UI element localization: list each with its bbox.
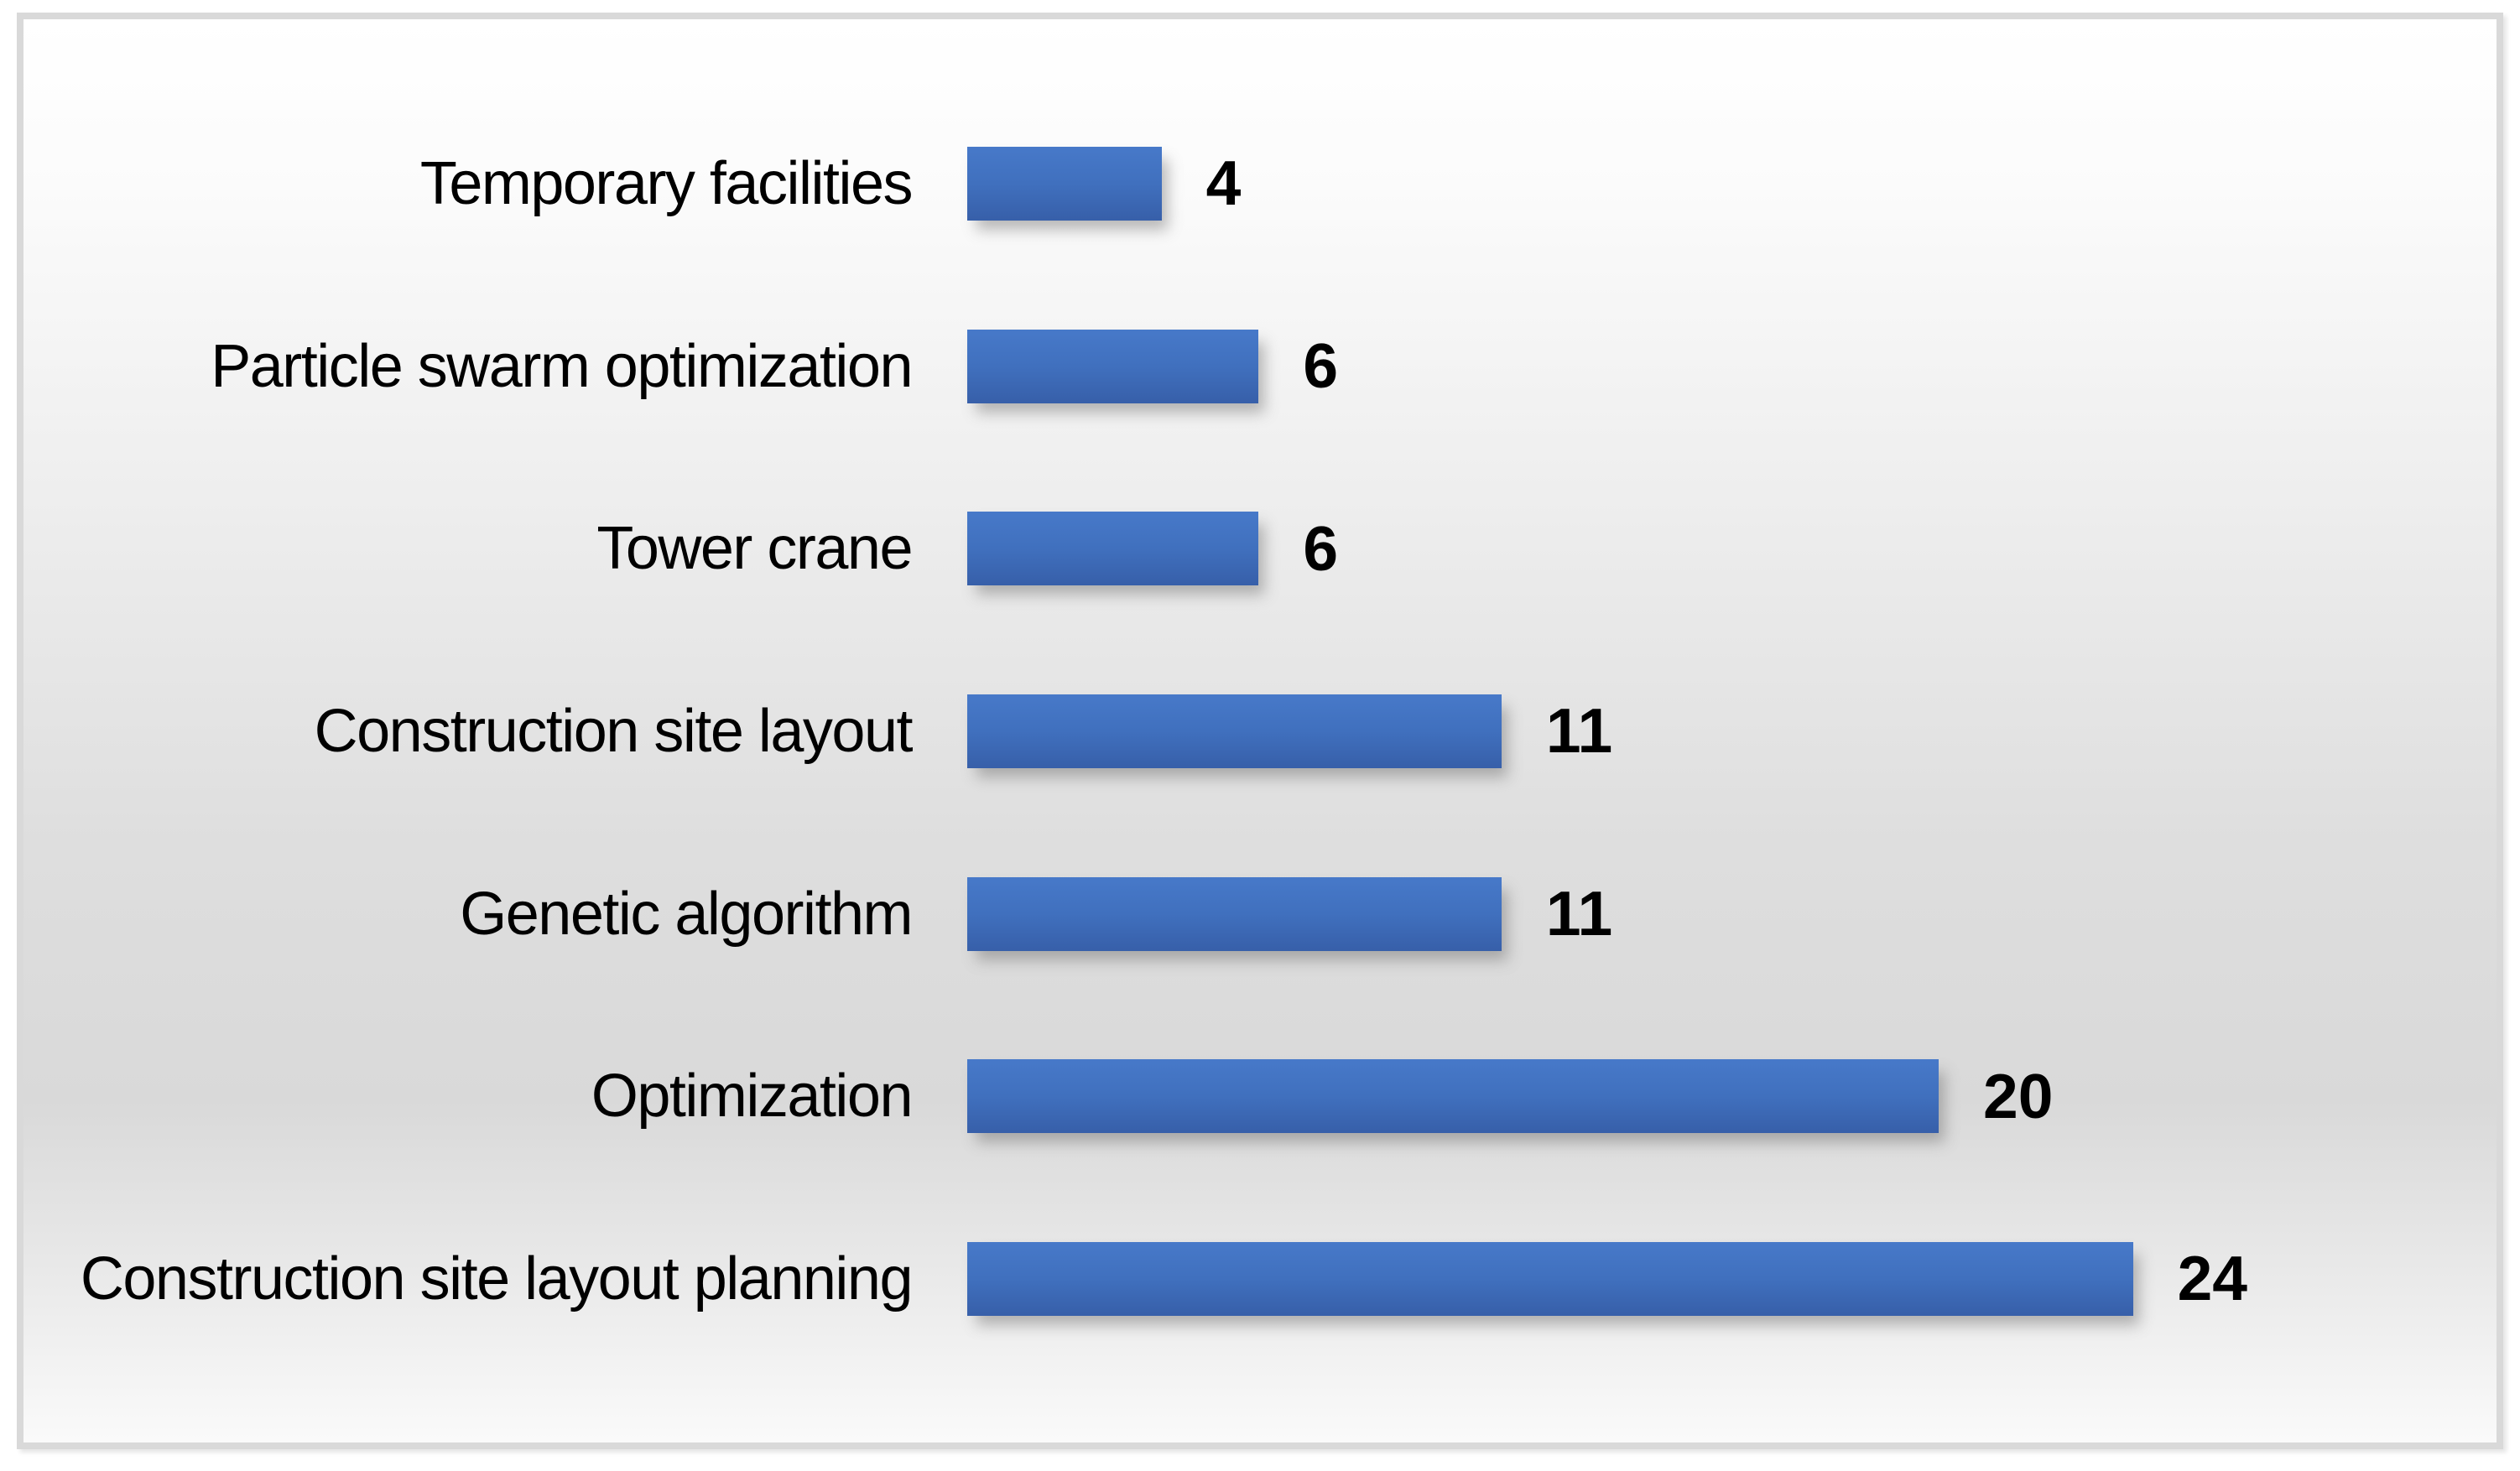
chart-row: Genetic algorithm 11 [23, 823, 2497, 1006]
category-label: Construction site layout [314, 697, 914, 765]
bar [967, 512, 1259, 586]
category-label: Particle swarm optimization [211, 332, 913, 400]
category-label: Temporary facilities [419, 149, 914, 217]
bar-chart-rows: Temporary facilities 4 Particle swarm opti… [23, 92, 2497, 1370]
value-label: 4 [1205, 148, 1242, 219]
bar [967, 146, 1162, 221]
value-label: 11 [1545, 695, 1613, 767]
category-label: Optimization [591, 1063, 914, 1131]
value-label: 24 [2177, 1243, 2248, 1314]
chart-row: Construction site layout planning 24 [23, 1188, 2497, 1370]
chart-row: Temporary facilities 4 [23, 92, 2497, 275]
value-label: 20 [1983, 1060, 2054, 1131]
bar [967, 694, 1502, 768]
chart-row: Particle swarm optimization 6 [23, 275, 2497, 458]
value-label: 6 [1303, 512, 1339, 584]
category-label: Genetic algorithm [460, 880, 913, 948]
bar [967, 1241, 2133, 1316]
chart-row: Tower crane 6 [23, 457, 2497, 640]
value-label: 6 [1303, 330, 1339, 402]
chart-row: Optimization 20 [23, 1005, 2497, 1188]
bar [967, 876, 1502, 951]
bar [967, 1059, 1939, 1134]
chart-row: Construction site layout 11 [23, 640, 2497, 823]
category-label: Tower crane [596, 515, 913, 583]
bar [967, 329, 1259, 403]
value-label: 11 [1545, 878, 1613, 949]
category-label: Construction site layout planning [80, 1245, 914, 1312]
chart-frame: Temporary facilities 4 Particle swarm opti… [17, 13, 2503, 1449]
